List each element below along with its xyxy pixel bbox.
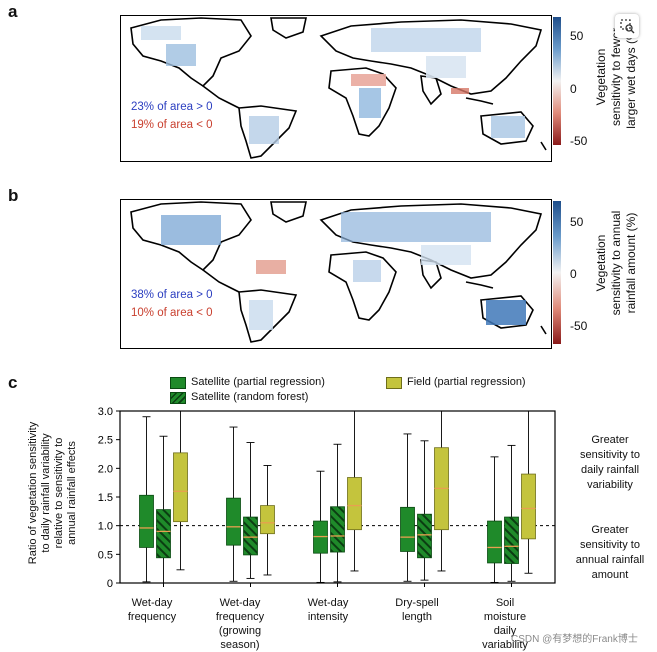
stat-positive-b: 38% of area > 0 <box>131 289 213 301</box>
box-1-cat-3 <box>313 470 328 583</box>
box-1-cat-4 <box>400 433 415 582</box>
image-search-icon[interactable] <box>615 14 639 38</box>
panel-a-letter: a <box>8 2 18 21</box>
box-3-cat-3 <box>347 410 362 572</box>
legend-swatch-satellite-rf <box>170 392 186 404</box>
colorbar-a-tick-high: 50 <box>570 29 584 43</box>
box-iqr <box>156 509 171 559</box>
y-tick-label: 1.5 <box>98 492 113 504</box>
box-1-cat-5 <box>487 456 502 583</box>
box-iqr <box>504 516 519 564</box>
box-iqr <box>173 452 188 523</box>
y-tick-label: 1.0 <box>98 521 113 533</box>
colorbar-a <box>553 17 561 145</box>
y-tick-label: 0.5 <box>98 549 113 561</box>
box-iqr <box>521 473 536 540</box>
box-2-cat-2 <box>243 442 258 579</box>
y-tick-label: 3.0 <box>98 406 113 418</box>
box-iqr <box>487 520 502 564</box>
colorbar-a-tick-low: -50 <box>570 134 588 148</box>
colorbar-b-tick-low: -50 <box>570 319 588 333</box>
category-label-1: Wet-day frequency <box>127 597 177 623</box>
map-a <box>120 15 552 162</box>
box-iqr <box>400 506 415 552</box>
box-1-cat-1 <box>139 416 154 583</box>
y-tick-label: 0 <box>107 578 113 590</box>
map-b-pixels <box>161 212 526 330</box>
watermark: CSDN @有梦想的Frank博士 <box>511 634 638 645</box>
legend-swatch-field <box>386 377 402 389</box>
side-note-daily: Greater sensitivity to daily rainfall vari… <box>580 434 640 491</box>
box-iqr <box>417 513 432 559</box>
box-3-cat-2 <box>260 465 275 576</box>
y-tick-label: 2.5 <box>98 435 113 447</box>
y-tick-label: 2.0 <box>98 463 113 475</box>
box-3-cat-1 <box>173 410 188 571</box>
box-iqr <box>330 506 345 553</box>
box-iqr <box>347 477 362 531</box>
world-map-b <box>130 201 547 343</box>
colorbar-b-tick-mid: 0 <box>570 267 577 281</box>
map-b <box>120 199 552 349</box>
category-label-2: Wet-day frequency (growing season) <box>215 597 265 651</box>
box-2-cat-5 <box>504 444 519 582</box>
legend-label-satellite-partial: Satellite (partial regression) <box>191 376 325 388</box>
box-iqr <box>243 516 258 556</box>
box-iqr <box>260 505 275 535</box>
category-label-4: Dry-spell length <box>395 597 439 623</box>
legend-label-satellite-rf: Satellite (random forest) <box>191 391 309 403</box>
box-1-cat-2 <box>226 426 241 582</box>
box-3-cat-4 <box>434 410 449 572</box>
category-label-5: Soil moisture daily variability <box>482 597 528 651</box>
stat-positive-a: 23% of area > 0 <box>131 101 213 113</box>
box-3-cat-5 <box>521 410 536 574</box>
colorbar-b-tick-high: 50 <box>570 215 584 229</box>
box-2-cat-1 <box>156 435 171 584</box>
panel-b-letter: b <box>8 186 19 205</box>
legend-label-field: Field (partial regression) <box>407 376 526 388</box>
stat-negative-a: 19% of area < 0 <box>131 119 213 131</box>
box-iqr <box>139 494 154 548</box>
side-note-annual: Greater sensitivity to annual rainfall amo… <box>575 524 645 581</box>
box-2-cat-4 <box>417 440 432 581</box>
colorbar-b <box>553 201 561 344</box>
map-a-pixels <box>141 26 525 144</box>
panel-c-letter: c <box>8 373 18 392</box>
stat-negative-b: 10% of area < 0 <box>131 307 213 319</box>
colorbar-a-tick-mid: 0 <box>570 82 577 96</box>
world-map-a <box>130 17 547 159</box>
category-label-3: Wet-day intensity <box>307 597 349 623</box>
box-iqr <box>226 497 241 546</box>
box-2-cat-3 <box>330 443 345 583</box>
legend-swatch-satellite-partial <box>170 377 186 389</box>
